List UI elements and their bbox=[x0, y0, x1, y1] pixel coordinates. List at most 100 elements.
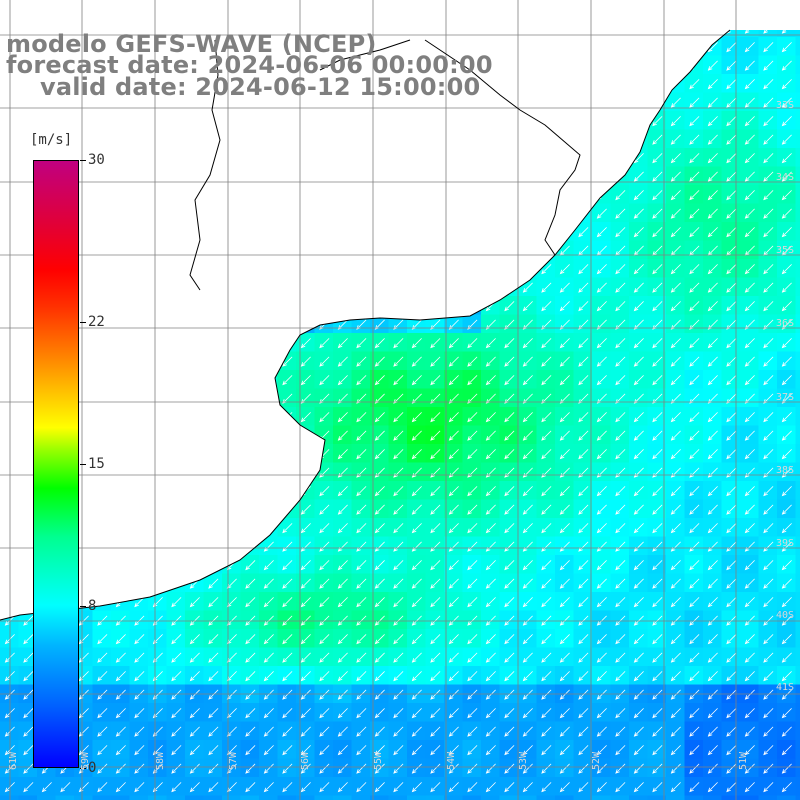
wind-speed-cell bbox=[610, 481, 630, 501]
wind-speed-cell bbox=[573, 629, 593, 649]
wind-speed-cell bbox=[721, 555, 741, 575]
wind-speed-cell bbox=[721, 666, 741, 686]
wind-speed-cell bbox=[444, 629, 464, 649]
wind-arrow bbox=[559, 634, 570, 645]
wind-speed-cell bbox=[92, 721, 112, 741]
wind-arrow bbox=[374, 430, 385, 441]
wind-speed-cell bbox=[795, 740, 800, 760]
wind-arrow bbox=[282, 597, 293, 608]
wind-speed-cell bbox=[629, 610, 649, 630]
wind-arrow bbox=[374, 504, 385, 515]
wind-arrow bbox=[282, 560, 293, 571]
wind-arrow bbox=[652, 708, 663, 719]
wind-arrow bbox=[245, 708, 256, 719]
wind-speed-cell bbox=[703, 203, 723, 223]
wind-arrow bbox=[430, 486, 441, 497]
wind-speed-cell bbox=[758, 351, 778, 371]
wind-arrow bbox=[781, 227, 792, 238]
wind-speed-cell bbox=[314, 629, 334, 649]
wind-speed-cell bbox=[629, 740, 649, 760]
wind-speed-cell bbox=[296, 518, 316, 538]
wind-arrow bbox=[633, 652, 644, 663]
wind-speed-cell bbox=[721, 629, 741, 649]
wind-speed-cell bbox=[703, 592, 723, 612]
wind-arrow bbox=[522, 726, 533, 737]
wind-arrow bbox=[393, 597, 404, 608]
wind-arrow bbox=[689, 504, 700, 515]
wind-speed-cell bbox=[647, 740, 667, 760]
wind-arrow bbox=[763, 153, 774, 164]
wind-arrow bbox=[337, 726, 348, 737]
wind-speed-cell bbox=[629, 222, 649, 242]
wind-arrow bbox=[541, 615, 552, 626]
wind-arrow bbox=[744, 338, 755, 349]
wind-speed-cell bbox=[629, 481, 649, 501]
wind-speed-cell bbox=[425, 703, 445, 723]
wind-arrow bbox=[208, 597, 219, 608]
wind-speed-cell bbox=[573, 610, 593, 630]
wind-arrow bbox=[781, 560, 792, 571]
wind-speed-cell bbox=[573, 351, 593, 371]
wind-speed-cell bbox=[758, 129, 778, 149]
wind-arrow bbox=[134, 763, 145, 774]
wind-arrow bbox=[633, 449, 644, 460]
wind-arrow bbox=[559, 560, 570, 571]
wind-arrow bbox=[430, 560, 441, 571]
wind-arrow bbox=[726, 578, 737, 589]
wind-speed-cell bbox=[536, 351, 556, 371]
wind-speed-cell bbox=[610, 333, 630, 353]
wind-speed-cell bbox=[555, 555, 575, 575]
wind-speed-cell bbox=[296, 758, 316, 778]
wind-speed-cell bbox=[499, 462, 519, 482]
wind-speed-cell bbox=[333, 351, 353, 371]
wind-arrow bbox=[541, 412, 552, 423]
wind-arrow bbox=[559, 264, 570, 275]
wind-speed-cell bbox=[481, 536, 501, 556]
wind-speed-cell bbox=[684, 222, 704, 242]
colorbar-gradient bbox=[33, 160, 79, 768]
wind-arrow bbox=[356, 726, 367, 737]
wind-arrow bbox=[670, 560, 681, 571]
wind-arrow bbox=[689, 578, 700, 589]
wind-arrow bbox=[726, 541, 737, 552]
wind-speed-cell bbox=[647, 351, 667, 371]
wind-arrow bbox=[485, 541, 496, 552]
wind-speed-cell bbox=[240, 610, 260, 630]
wind-arrow bbox=[578, 504, 589, 515]
wind-arrow bbox=[23, 726, 34, 737]
wind-speed-cell bbox=[740, 203, 760, 223]
wind-arrow bbox=[115, 671, 126, 682]
wind-speed-cell bbox=[222, 777, 242, 797]
wind-arrow bbox=[781, 79, 792, 90]
wind-arrow bbox=[263, 726, 274, 737]
wind-speed-cell bbox=[425, 555, 445, 575]
wind-speed-cell bbox=[666, 703, 686, 723]
wind-arrow bbox=[615, 208, 626, 219]
wind-arrow bbox=[559, 671, 570, 682]
wind-speed-cell bbox=[629, 444, 649, 464]
wind-speed-cell bbox=[703, 481, 723, 501]
wind-arrow bbox=[448, 486, 459, 497]
wind-arrow bbox=[744, 171, 755, 182]
latitude-label: 37S bbox=[775, 392, 794, 403]
wind-speed-cell bbox=[795, 111, 800, 131]
wind-speed-cell bbox=[592, 518, 612, 538]
wind-arrow bbox=[652, 430, 663, 441]
wind-speed-cell bbox=[240, 758, 260, 778]
wind-arrow bbox=[781, 504, 792, 515]
wind-speed-cell bbox=[536, 740, 556, 760]
wind-speed-cell bbox=[388, 647, 408, 667]
wind-speed-cell bbox=[777, 462, 797, 482]
wind-arrow bbox=[707, 745, 718, 756]
wind-speed-cell bbox=[314, 499, 334, 519]
wind-arrow bbox=[300, 504, 311, 515]
wind-arrow bbox=[707, 578, 718, 589]
wind-speed-cell bbox=[758, 703, 778, 723]
wind-speed-cell bbox=[703, 185, 723, 205]
wind-arrow bbox=[171, 689, 182, 700]
wind-speed-cell bbox=[370, 666, 390, 686]
wind-speed-cell bbox=[721, 407, 741, 427]
wind-speed-cell bbox=[647, 481, 667, 501]
wind-speed-cell bbox=[259, 573, 279, 593]
wind-arrow bbox=[615, 504, 626, 515]
